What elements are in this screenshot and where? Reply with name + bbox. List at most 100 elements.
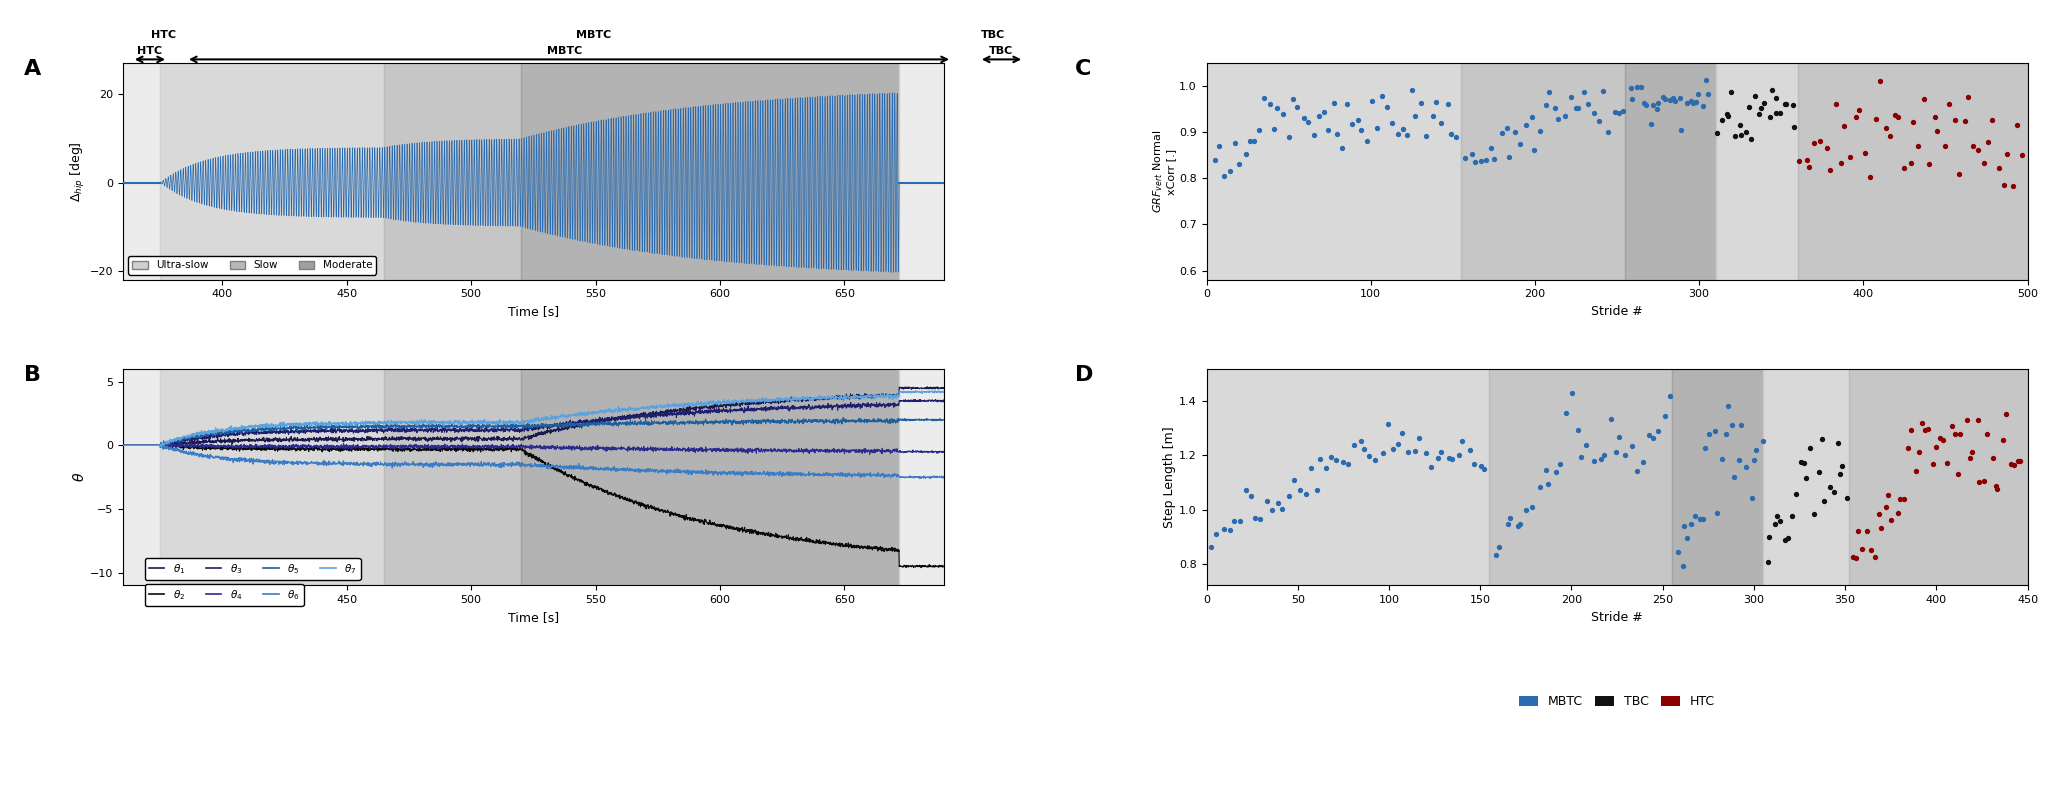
Point [2001,119,2034,131]
Point [1632,428,1665,441]
Point [1614,82,1647,94]
Point [1370,101,1403,114]
Y-axis label: $\theta$: $\theta$ [72,472,86,482]
Point [1309,462,1341,474]
Y-axis label: $\Delta_{hip}$ [deg]: $\Delta_{hip}$ [deg] [70,141,86,202]
Point [1737,454,1769,466]
Point [1804,432,1837,445]
Point [1888,162,1921,175]
Point [1325,142,1358,154]
Point [1909,424,1942,436]
Point [1952,91,1985,104]
Point [1995,457,2028,470]
Point [1587,448,1620,461]
Point [1628,97,1661,110]
Bar [1763,369,1849,585]
Point [1935,419,1968,432]
Point [1239,511,1272,524]
Point [1432,451,1464,464]
Point [1624,81,1657,93]
Point [1548,109,1581,122]
Point [1642,425,1675,437]
Point [1907,417,1939,429]
Point [1980,482,2013,495]
Point [2003,455,2036,467]
Text: D: D [1075,364,1094,385]
Bar [1206,63,1460,280]
Point [1532,478,1565,490]
Point [1409,447,1442,459]
Bar [1716,63,1798,280]
Point [1366,89,1399,102]
Point [1503,517,1536,530]
Point [1812,480,1845,493]
Point [1860,112,1892,125]
Point [1468,463,1501,476]
Point [1892,441,1925,454]
Point [2005,149,2038,162]
Point [1327,455,1360,468]
Bar [123,369,160,585]
Point [1268,108,1300,120]
Point [1440,131,1473,144]
Point [1823,468,1855,481]
Point [1266,503,1298,516]
Point [1348,443,1380,455]
Point [1911,423,1944,436]
Point [1710,428,1743,440]
Point [1421,451,1454,464]
Point [1524,481,1556,493]
Point [1763,107,1796,120]
Point [1944,428,1976,440]
Point [1577,106,1610,119]
Point [1810,142,1843,154]
Point [1415,460,1448,473]
Point [1690,442,1722,455]
Point [1376,443,1409,455]
Point [1219,136,1251,149]
Point [1307,106,1339,119]
Point [1942,467,1974,480]
Point [1675,517,1708,530]
Point [1464,459,1497,472]
Point [1923,432,1956,444]
Point [1262,497,1294,509]
Text: TBC: TBC [989,46,1014,56]
Point [1516,501,1548,513]
Point [1939,428,1972,440]
Point [1382,437,1415,450]
Point [1792,161,1825,173]
Point [1718,129,1751,142]
Point [1864,74,1896,87]
Point [1716,419,1749,432]
Legend: MBTC, TBC, HTC: MBTC, TBC, HTC [1513,690,1720,713]
Point [1509,119,1542,131]
Point [1763,514,1796,527]
Point [1319,454,1352,466]
Point [1530,99,1563,112]
Point [1970,428,2003,440]
Point [1636,432,1669,444]
Point [1243,124,1276,136]
Bar [1206,369,1489,585]
Point [1980,480,2013,493]
Point [1786,456,1819,469]
Text: HTC: HTC [137,46,162,56]
Point [1569,438,1602,451]
Text: TBC: TBC [981,29,1006,40]
Point [1599,106,1632,119]
Point [1208,523,1241,535]
Point [1878,109,1911,121]
Point [1499,126,1532,139]
Text: MBTC: MBTC [575,29,612,40]
Point [1847,147,1880,159]
Point [1917,458,1950,470]
Point [1485,127,1518,139]
Point [1382,128,1415,140]
Bar [1798,63,2028,280]
Point [1212,165,1245,177]
Point [1491,517,1524,530]
Point [1292,116,1325,128]
Point [1640,103,1673,116]
Point [1313,124,1346,136]
